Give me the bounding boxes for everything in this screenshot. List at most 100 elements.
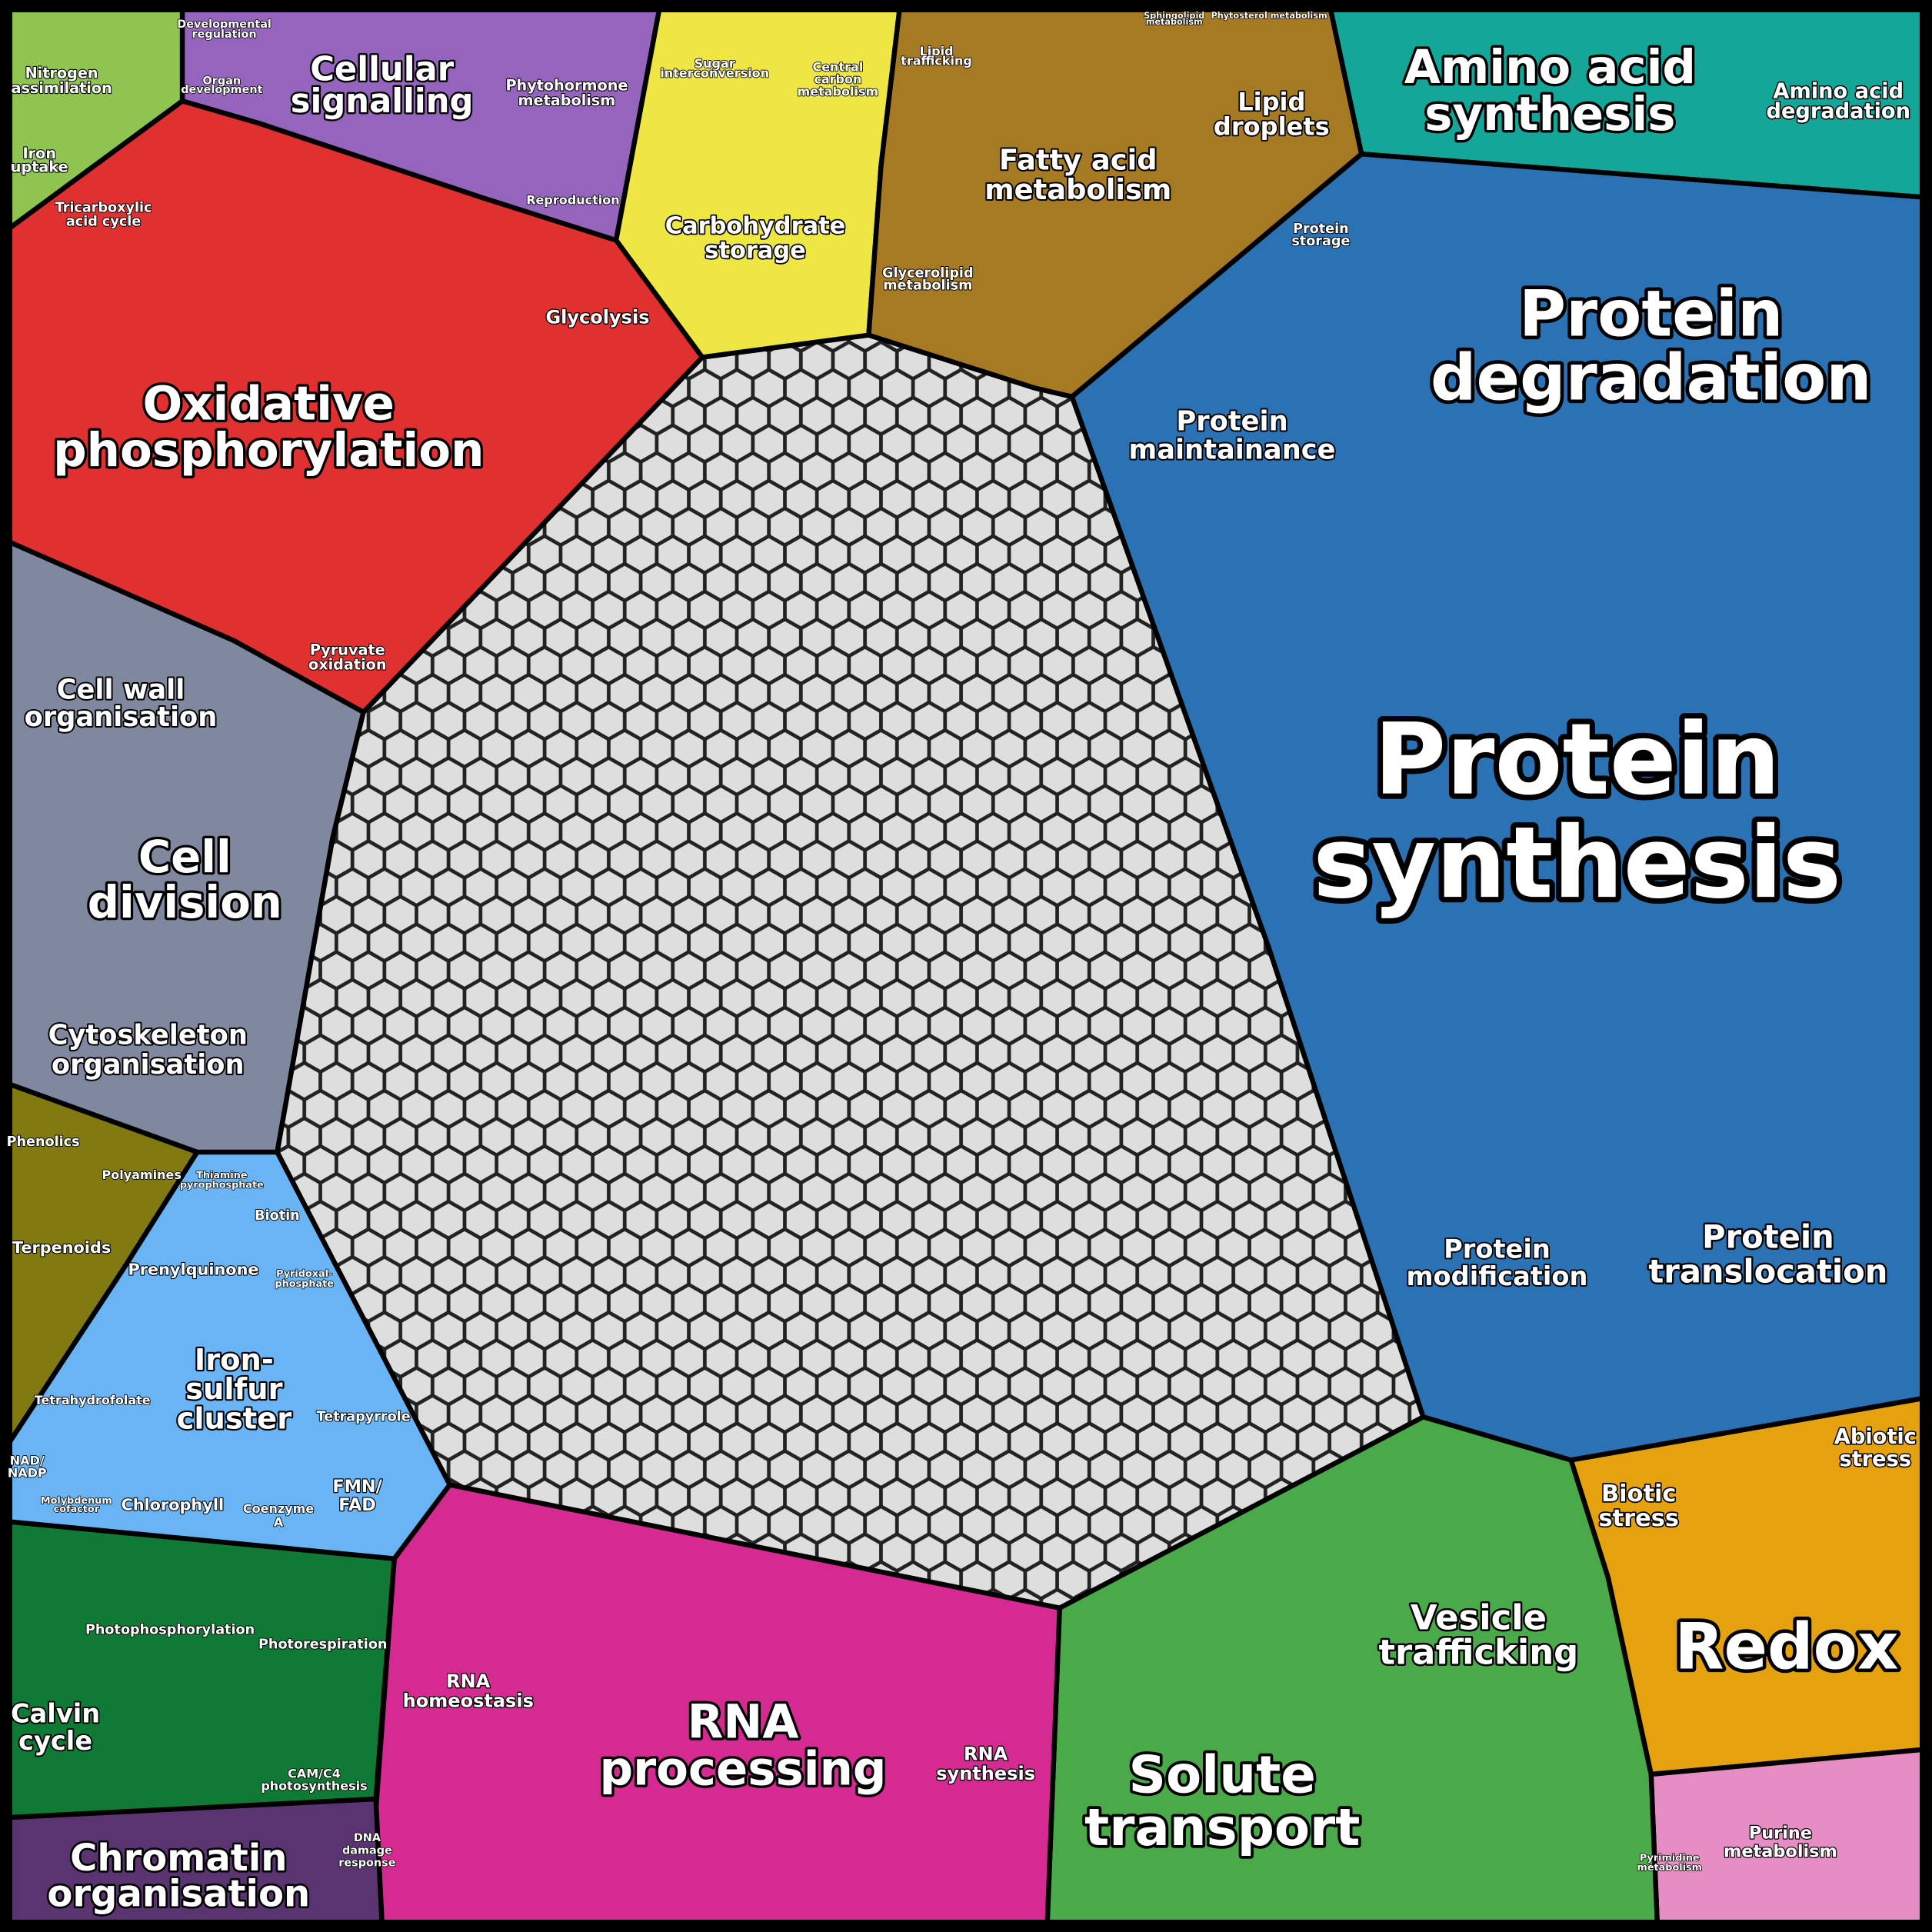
region-label: Cytoskeleton xyxy=(48,1019,248,1051)
labels: ProteinsynthesisProteindegradationAmino … xyxy=(6,10,1918,1917)
region-label: Developmental xyxy=(177,18,271,31)
region-label: homeostasis xyxy=(403,1690,534,1711)
region-label: Amino acid xyxy=(1773,80,1904,104)
region-label: Redox xyxy=(1674,1610,1898,1684)
region-label: Protein xyxy=(1176,406,1287,438)
region-label: metabolism xyxy=(1724,1841,1837,1861)
region-label: Molybdenum xyxy=(41,1495,112,1507)
region-label: metabolism xyxy=(798,85,879,99)
region-label: storage xyxy=(1291,234,1350,249)
region-label: Fatty acid xyxy=(999,143,1158,176)
region-label: Organ xyxy=(203,75,242,88)
region-label: photosynthesis xyxy=(261,1778,367,1793)
region-label: RNA xyxy=(446,1671,491,1692)
region-label: pyrophosphate xyxy=(180,1180,264,1191)
region-label: trafficking xyxy=(901,54,972,68)
region-label: Abiotic xyxy=(1834,1425,1917,1449)
region-label: Cell xyxy=(138,831,232,883)
region-label: synthesis xyxy=(1424,87,1675,142)
region-label: cofactor xyxy=(54,1504,100,1515)
region-label: uptake xyxy=(11,158,68,175)
region-label: Tricarboxylic xyxy=(55,201,152,216)
region-label: metabolism xyxy=(1146,17,1203,27)
region-label: NADP xyxy=(8,1466,47,1481)
region-label: FMN/ xyxy=(332,1477,382,1497)
region-label: metabolism xyxy=(518,92,616,109)
region-label: stress xyxy=(1840,1447,1912,1471)
region-label: Protein xyxy=(1702,1218,1834,1256)
region-label: carbon xyxy=(814,72,861,87)
region-label: Biotic xyxy=(1601,1481,1677,1507)
region-label: Protein xyxy=(1293,222,1349,237)
region-label: organisation xyxy=(47,1873,310,1916)
region-label: assimilation xyxy=(11,79,112,97)
region-label: Glycolysis xyxy=(545,306,649,328)
region-label: acid cycle xyxy=(66,214,141,229)
region-solute xyxy=(1044,1414,1660,1925)
region-label: FAD xyxy=(338,1495,376,1515)
region-label: Photorespiration xyxy=(258,1637,387,1653)
region-label: Nitrogen xyxy=(25,65,98,82)
region-label: sulfur xyxy=(185,1372,283,1407)
region-label: degradation xyxy=(1431,341,1872,415)
region-label: damage xyxy=(342,1844,392,1857)
region-label: division xyxy=(88,876,282,928)
region-label: Phytohormone xyxy=(505,77,628,95)
region-label: organisation xyxy=(52,1049,245,1081)
region-label: Purine xyxy=(1749,1823,1812,1843)
region-label: processing xyxy=(600,1741,887,1796)
region-label: Protein xyxy=(1444,1234,1551,1264)
region-label: translocation xyxy=(1648,1253,1887,1291)
region-label: CAM/C4 xyxy=(288,1766,341,1780)
region-label: Terpenoids xyxy=(12,1238,111,1257)
region-label: Reproduction xyxy=(526,193,619,208)
region-label: Oxidative xyxy=(143,376,395,431)
region-label: metabolism xyxy=(1637,1862,1702,1874)
region-label: Pyridoxal- xyxy=(276,1268,332,1280)
region-unannotated xyxy=(275,332,1426,1611)
region-label: Sugar xyxy=(695,56,735,71)
region-label: Iron- xyxy=(195,1343,274,1377)
region-label: Chlorophyll xyxy=(121,1496,224,1514)
region-label: cluster xyxy=(177,1402,292,1437)
region-label: trafficking xyxy=(1379,1632,1579,1673)
region-label: cycle xyxy=(18,1726,92,1756)
region-label: Pyruvate xyxy=(310,641,385,658)
region-label: Tetrapyrrole xyxy=(317,1409,411,1424)
region-label: Iron xyxy=(23,145,57,162)
region-label: response xyxy=(338,1857,395,1869)
region-label: RNA xyxy=(964,1743,1008,1764)
region-energy xyxy=(7,98,705,715)
region-label: stress xyxy=(1598,1505,1679,1532)
region-label: metabolism xyxy=(984,173,1171,206)
region-label: interconversion xyxy=(660,66,769,81)
region-label: maintainance xyxy=(1129,434,1336,465)
region-label: Coenzyme xyxy=(243,1501,314,1516)
region-label: degradation xyxy=(1766,99,1910,123)
region-label: droplets xyxy=(1214,112,1330,142)
region-label: synthesis xyxy=(936,1763,1035,1784)
region-label: Polyamines xyxy=(102,1168,182,1182)
region-label: phosphate xyxy=(275,1278,335,1290)
region-label: Sphingolipid xyxy=(1144,11,1204,21)
region-label: Prenylquinone xyxy=(128,1261,258,1279)
region-label: Phytosterol metabolism xyxy=(1211,11,1327,21)
region-label: Carbohydrate xyxy=(665,212,846,239)
region-label: Lipid xyxy=(1237,88,1305,117)
region-label: Cell wall xyxy=(57,675,185,706)
region-label: Biotin xyxy=(255,1208,300,1224)
region-label: storage xyxy=(705,237,806,264)
region-label: NAD/ xyxy=(10,1454,45,1468)
region-label: A xyxy=(274,1515,284,1530)
region-label: Solute xyxy=(1129,1744,1316,1804)
region-label: Pyrimidine xyxy=(1640,1852,1700,1864)
region-label: signalling xyxy=(291,82,474,121)
region-label: transport xyxy=(1084,1797,1360,1857)
region-label: RNA xyxy=(688,1694,799,1749)
region-label: metabolism xyxy=(883,278,972,294)
region-label: oxidation xyxy=(308,656,387,674)
region-label: Thiamine xyxy=(196,1170,248,1181)
region-label: Central xyxy=(812,60,863,75)
region-label: Amino acid xyxy=(1404,40,1696,95)
